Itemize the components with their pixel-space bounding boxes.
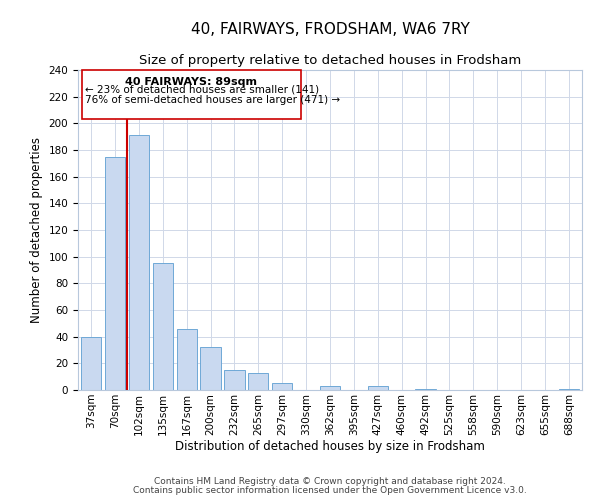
Bar [415,388,436,390]
Bar [320,386,340,390]
Bar [105,156,125,390]
Bar [82,70,301,119]
Text: 76% of semi-detached houses are larger (471) →: 76% of semi-detached houses are larger (… [85,96,340,106]
Title: Size of property relative to detached houses in Frodsham: Size of property relative to detached ho… [139,54,521,68]
Bar [248,372,268,390]
Bar [272,384,292,390]
X-axis label: Distribution of detached houses by size in Frodsham: Distribution of detached houses by size … [175,440,485,454]
Text: Contains public sector information licensed under the Open Government Licence v3: Contains public sector information licen… [133,486,527,495]
Y-axis label: Number of detached properties: Number of detached properties [30,137,43,323]
Bar [200,348,221,390]
Bar [176,328,197,390]
Bar [368,386,388,390]
Bar [129,136,149,390]
Text: Contains HM Land Registry data © Crown copyright and database right 2024.: Contains HM Land Registry data © Crown c… [154,477,506,486]
Text: 40, FAIRWAYS, FRODSHAM, WA6 7RY: 40, FAIRWAYS, FRODSHAM, WA6 7RY [191,22,469,38]
Text: ← 23% of detached houses are smaller (141): ← 23% of detached houses are smaller (14… [85,84,319,94]
Bar [152,264,173,390]
Bar [559,388,579,390]
Text: 40 FAIRWAYS: 89sqm: 40 FAIRWAYS: 89sqm [125,76,257,86]
Bar [81,336,101,390]
Bar [224,370,245,390]
